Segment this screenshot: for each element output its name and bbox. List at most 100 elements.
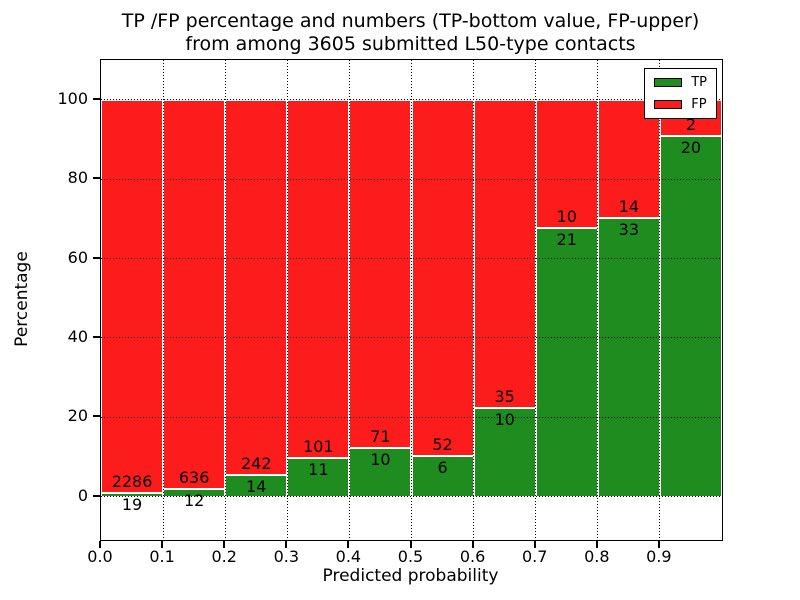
fp-count-label: 242: [240, 454, 272, 473]
horizontal-gridline: [101, 178, 722, 180]
tp-count-label: 33: [618, 219, 640, 239]
tp-bar-segment: [163, 489, 226, 497]
vertical-gridline: [535, 60, 537, 540]
tp-count-label: 10: [370, 449, 391, 469]
fp-count-label: 14: [618, 196, 640, 216]
x-tick-mark: [285, 541, 288, 548]
y-tick-mark: [93, 97, 100, 100]
chart-title: TP /FP percentage and numbers (TP-bottom…: [100, 10, 721, 56]
tp-count-label: 6: [437, 457, 448, 477]
x-tick-label: 0.9: [646, 547, 672, 566]
y-tick-mark: [93, 415, 100, 418]
x-tick-mark: [657, 541, 660, 548]
y-axis-title: Percentage: [12, 251, 32, 347]
fp-bar-segment: [163, 99, 226, 490]
tp-count-label: 19: [121, 495, 143, 515]
vertical-gridline: [286, 60, 288, 540]
y-tick-mark: [93, 335, 100, 338]
x-tick-mark: [471, 541, 474, 548]
tp-count-label: 20: [680, 137, 702, 157]
tp-count-label: 14: [246, 477, 267, 496]
y-tick-mark: [93, 256, 100, 259]
legend-entry-fp: FP: [654, 98, 707, 111]
plot-area: 2286 19 636 12 242 14 101 11 71 10 52 6 35 10 10 21 14 33…: [100, 59, 723, 541]
vertical-gridline: [348, 60, 350, 540]
fp-count-label: 71: [370, 426, 391, 446]
x-tick-label: 0.6: [459, 547, 486, 566]
tp-bar-segment: [535, 227, 598, 497]
tp-bar-segment: [101, 493, 164, 497]
y-tick-mark: [93, 177, 100, 180]
horizontal-gridline: [101, 416, 722, 418]
legend-entry-tp: TP: [654, 76, 707, 89]
horizontal-gridline: [101, 496, 722, 498]
fp-bar-segment: [287, 99, 350, 458]
tp-bar-segment: [659, 135, 722, 497]
vertical-gridline: [597, 60, 599, 540]
legend-label: FP: [691, 97, 707, 112]
bar-bin-0.0: 2286 19: [101, 60, 164, 540]
legend: TP FP: [644, 68, 717, 119]
x-tick-mark: [595, 541, 598, 548]
fp-count-label: 636: [178, 468, 210, 488]
fp-bar-segment: [225, 99, 288, 475]
x-tick-label: 0.5: [397, 547, 424, 566]
horizontal-gridline: [101, 99, 722, 101]
bar-bin-0.8: 14 33: [597, 60, 660, 540]
vertical-gridline: [659, 60, 661, 540]
fp-count-label: 101: [303, 436, 334, 456]
y-tick-label: 60: [67, 247, 88, 267]
x-tick-label: 0.4: [335, 547, 362, 566]
tp-bar-segment: [411, 455, 474, 497]
bar-bin-0.4: 71 10: [349, 60, 412, 540]
x-tick-mark: [99, 541, 101, 548]
tp-bar-segment: [597, 217, 660, 497]
fp-count-label: 10: [556, 206, 577, 226]
tp-count-label: 11: [308, 459, 329, 479]
x-tick-label: 0.8: [584, 547, 610, 566]
x-tick-mark: [223, 541, 226, 548]
fp-bar-segment: [349, 99, 412, 448]
horizontal-gridline: [101, 337, 722, 339]
bar-bin-0.9: 2 20: [659, 60, 722, 540]
fp-legend-swatch: [654, 100, 683, 109]
x-tick-mark: [347, 541, 350, 548]
fp-count-label: 52: [432, 434, 453, 454]
tp-bar-segment: [473, 408, 536, 497]
bar-bin-0.2: 242 14: [225, 60, 288, 540]
tp-count-label: 10: [494, 410, 515, 430]
fp-count-label: 2286: [111, 472, 153, 492]
vertical-gridline: [473, 60, 475, 540]
vertical-gridline: [162, 60, 164, 540]
y-tick-label: 20: [67, 406, 88, 426]
bar-bin-0.3: 101 11: [287, 60, 350, 540]
legend-label: TP: [691, 75, 707, 90]
tp-count-label: 21: [556, 229, 577, 249]
tp-legend-swatch: [654, 78, 683, 87]
x-tick-label: 0.0: [87, 547, 113, 566]
chart-title-line2: from among 3605 submitted L50-type conta…: [185, 33, 636, 55]
y-tick-label: 0: [77, 485, 88, 505]
x-tick-label: 0.3: [273, 547, 300, 566]
x-tick-mark: [533, 541, 536, 548]
horizontal-gridline: [101, 258, 722, 259]
tp-bar-segment: [287, 457, 350, 497]
x-tick-mark: [409, 541, 412, 548]
x-tick-mark: [161, 541, 164, 548]
x-axis-title: Predicted probability: [322, 566, 499, 586]
fp-bar-segment: [535, 99, 598, 228]
bar-bin-0.5: 52 6: [411, 60, 474, 540]
y-tick-mark: [93, 494, 100, 497]
fp-bar-segment: [101, 99, 164, 494]
tp-count-label: 12: [183, 491, 205, 511]
tp-bar-segment: [349, 447, 412, 497]
fp-count-label: 35: [494, 387, 515, 407]
fp-count-label: 2: [685, 114, 697, 134]
y-tick-label: 80: [67, 168, 88, 188]
fp-bar-segment: [473, 99, 536, 409]
vertical-gridline: [224, 60, 226, 540]
y-tick-label: 40: [67, 326, 88, 346]
bar-bin-0.6: 35 10: [473, 60, 536, 540]
x-tick-label: 0.2: [211, 547, 237, 566]
